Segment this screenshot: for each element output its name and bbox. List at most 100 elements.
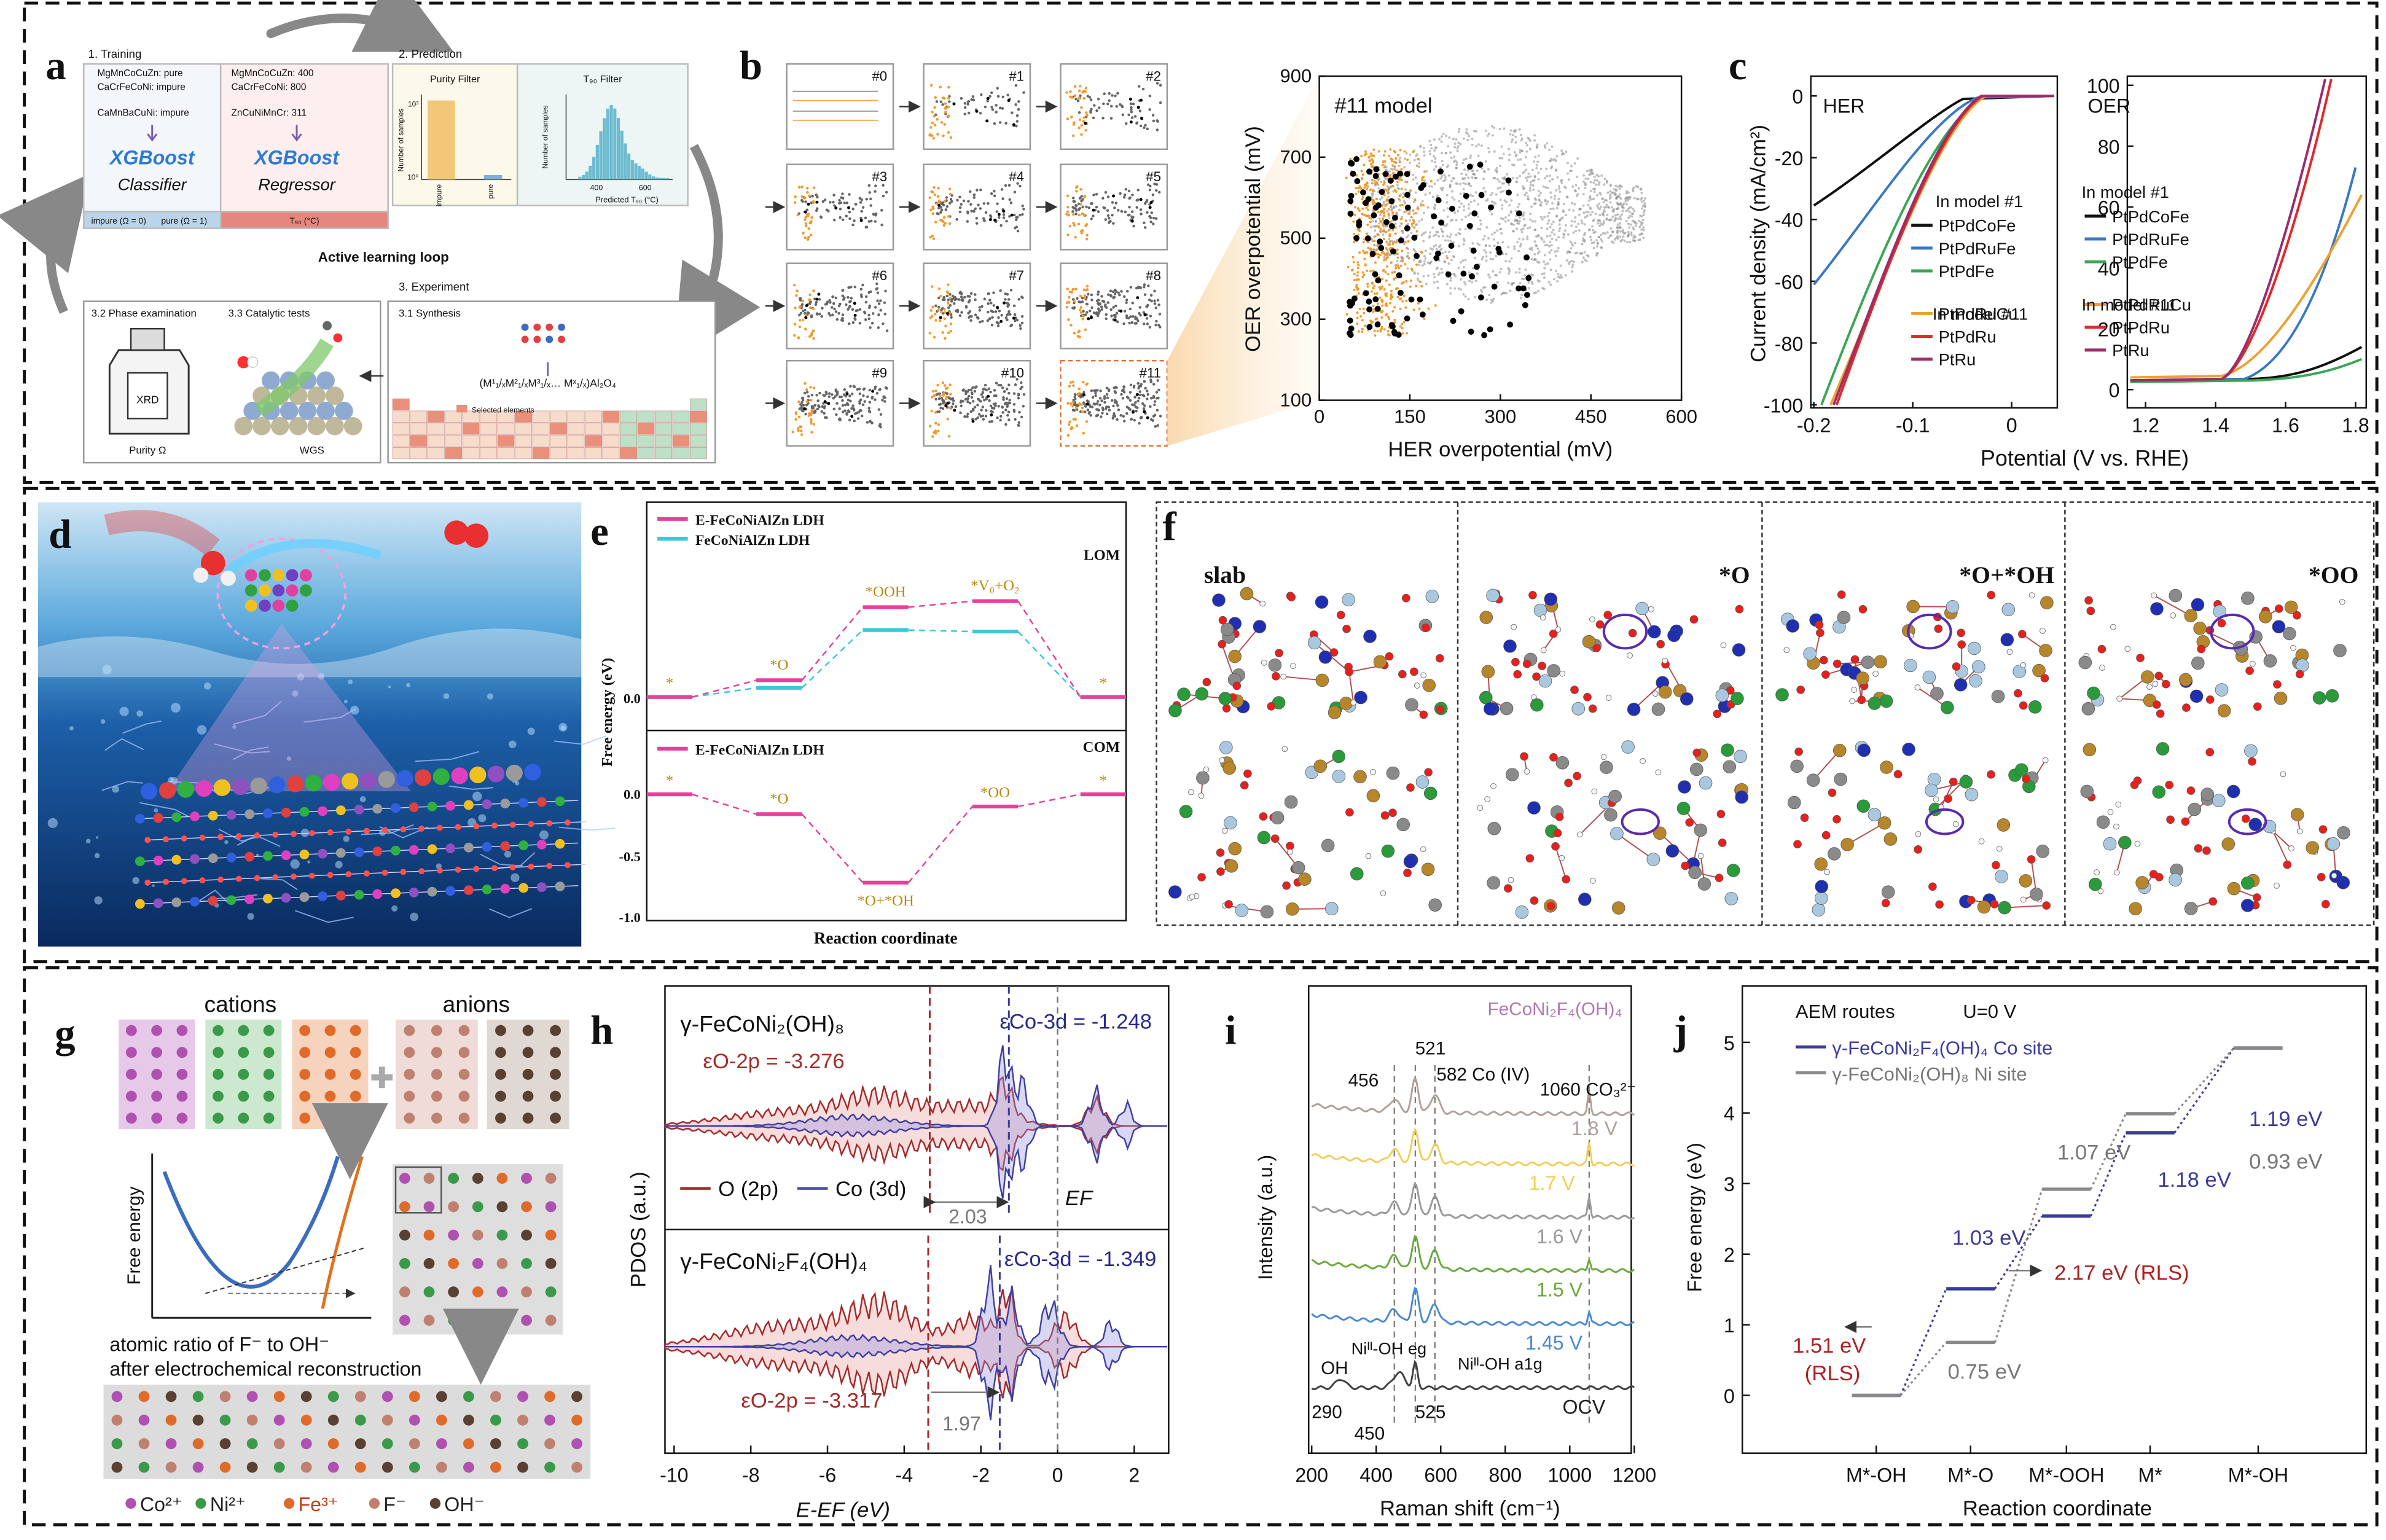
lattice-atom [181,835,187,842]
sample-dot [929,84,933,87]
sample-dot [1471,242,1474,245]
sample-dot [941,331,944,334]
measured-dot [1377,238,1383,245]
measured-dot [1363,200,1369,206]
sample-dot [1089,413,1093,417]
sample-dot [1464,182,1467,186]
sample-dot [808,194,811,198]
sample-dot [1616,223,1619,226]
lattice-atom [518,797,529,808]
sample-dot [1369,159,1372,162]
sample-dot [967,111,971,115]
sample-dot [1491,192,1494,195]
sample-dot [1644,197,1647,200]
periodic-cell [550,435,568,447]
sample-dot [1555,189,1558,192]
sample-dot [1399,325,1402,328]
sample-dot [1100,295,1103,298]
sample-dot [1377,187,1380,190]
sample-dot [986,96,990,100]
atom [1906,600,1920,614]
sample-dot [1640,188,1643,191]
measured-dot [1390,248,1396,255]
text: Reaction coordinate [814,929,958,947]
bubble [136,710,143,717]
sample-dot [1440,267,1443,270]
sample-dot [1017,100,1020,103]
sample-dot [877,408,881,411]
periodic-cell [427,410,445,423]
periodic-cell [427,423,445,435]
atom [1415,775,1430,789]
atom [2296,828,2303,835]
sample-dot [805,208,808,212]
sample-dot [1106,102,1109,106]
sample-dot [1367,214,1370,217]
text: #1 [1009,68,1024,84]
sample-dot [973,389,977,393]
sample-dot [1484,190,1487,193]
sample-dot [1114,290,1118,293]
text: In model #1 [1936,192,2023,211]
atom [1944,794,1952,803]
sample-dot [1490,299,1493,302]
sample-dot [934,221,937,224]
sample-dot [941,220,945,223]
periodic-cell [654,435,672,447]
sample-dot [1598,224,1602,227]
sample-dot [865,197,869,201]
sample-dot [1071,408,1075,412]
sample-dot [860,198,863,201]
sample-dot [948,187,952,190]
sample-dot [1525,168,1528,171]
sample-dot [1437,245,1441,248]
lattice-atom [291,873,297,880]
sample-dot [848,193,851,196]
sample-dot [1085,111,1088,114]
sample-dot [1375,317,1379,320]
measured-dot [1431,213,1437,220]
sample-dot [1628,226,1631,229]
sample-dot [1552,158,1555,162]
sample-dot [1385,240,1388,243]
sample-dot [1487,168,1490,171]
lattice-atom [318,891,328,902]
sample-dot [1619,215,1622,218]
sample-dot [942,203,945,207]
sample-dot [812,329,815,332]
sample-dot [963,102,967,105]
sample-dot [1356,261,1359,264]
sample-dot [1642,226,1645,229]
sample-dot [1643,209,1646,212]
sample-dot [882,194,885,198]
sample-dot [850,407,853,410]
lattice-atom [190,896,200,907]
periodic-cell [480,423,498,435]
atom [1177,687,1191,701]
sample-dot [1455,163,1458,166]
y-tick-label: 0 [2109,380,2120,402]
sample-dot [988,95,992,98]
periodic-cell [602,423,620,435]
atom [1977,900,1991,914]
sample-dot [994,310,998,313]
sample-dot [989,404,993,408]
sample-dot [1550,196,1553,199]
sample-dot [1424,193,1427,196]
sample-dot [854,203,858,206]
sample-dot [960,203,963,206]
sample-dot [1595,245,1598,248]
lattice-atom [518,840,529,851]
bubble [132,877,139,885]
sample-dot [990,106,993,109]
sample-dot [1013,313,1017,316]
lattice-atom [500,799,510,808]
sample-dot [1090,201,1093,205]
sample-dot [1588,173,1590,176]
sample-dot [1022,393,1026,396]
sample-dot [1434,146,1437,149]
sample-dot [1143,202,1147,205]
bubble [197,725,207,735]
atom [1621,740,1635,754]
sample-dot [1089,309,1092,313]
